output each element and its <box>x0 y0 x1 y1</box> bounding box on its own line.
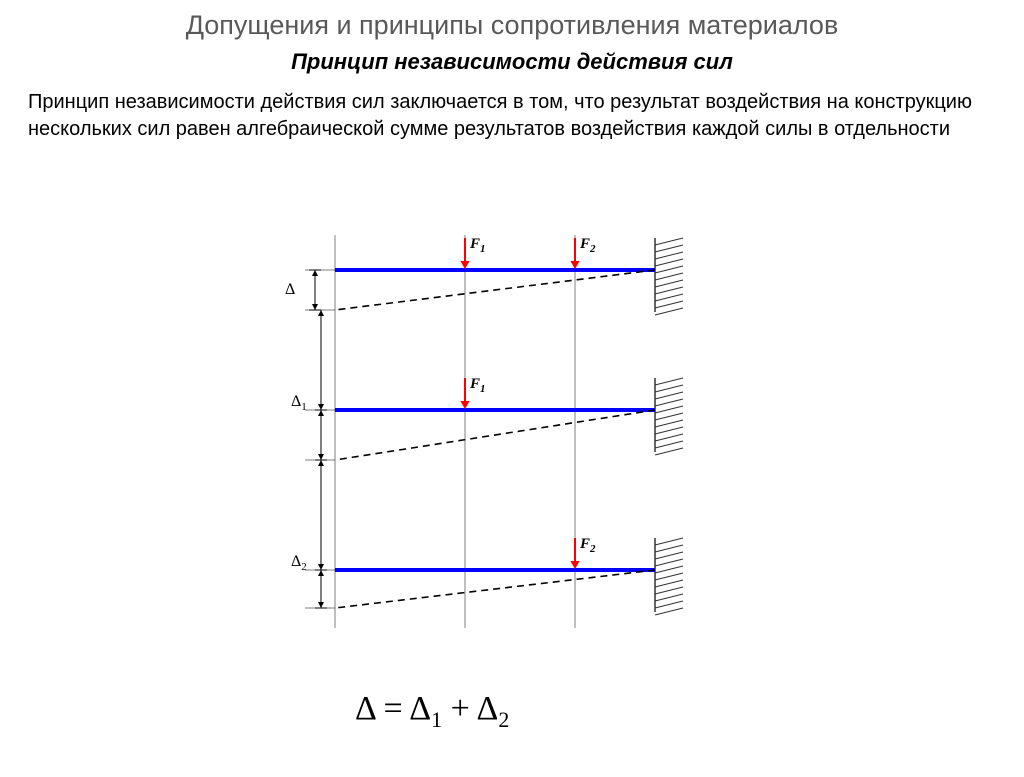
svg-text:F1: F1 <box>469 236 486 255</box>
svg-text:F2: F2 <box>579 236 596 255</box>
page-title: Допущения и принципы сопротивления матер… <box>0 10 1024 41</box>
svg-text:F1: F1 <box>469 376 486 395</box>
page-subtitle: Принцип независимости действия сил <box>0 49 1024 75</box>
superposition-diagram: Δ F1 F2 Δ1 F1 Δ2 F2 <box>275 220 695 650</box>
body-text: Принцип независимости действия сил заклю… <box>28 89 996 143</box>
svg-text:Δ: Δ <box>285 281 295 298</box>
svg-text:F2: F2 <box>579 536 596 555</box>
svg-text:Δ2: Δ2 <box>291 553 307 573</box>
diagram-svg: Δ F1 F2 Δ1 F1 Δ2 F2 <box>275 220 695 650</box>
svg-text:Δ1: Δ1 <box>291 393 307 413</box>
result-equation: Δ = Δ1 + Δ2 <box>355 690 509 733</box>
